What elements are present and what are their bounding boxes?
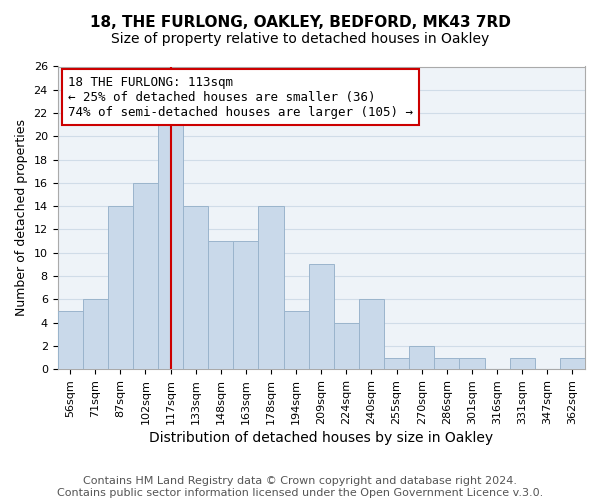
Bar bbox=[509, 358, 535, 369]
Bar bbox=[359, 300, 384, 369]
Bar bbox=[83, 300, 108, 369]
Bar bbox=[434, 358, 460, 369]
Text: Contains HM Land Registry data © Crown copyright and database right 2024.
Contai: Contains HM Land Registry data © Crown c… bbox=[57, 476, 543, 498]
Text: Size of property relative to detached houses in Oakley: Size of property relative to detached ho… bbox=[111, 32, 489, 46]
Bar bbox=[158, 124, 183, 369]
Bar bbox=[208, 241, 233, 369]
Bar bbox=[409, 346, 434, 369]
Bar bbox=[133, 183, 158, 369]
Bar bbox=[58, 311, 83, 369]
X-axis label: Distribution of detached houses by size in Oakley: Distribution of detached houses by size … bbox=[149, 431, 493, 445]
Bar bbox=[259, 206, 284, 369]
Bar bbox=[108, 206, 133, 369]
Text: 18 THE FURLONG: 113sqm
← 25% of detached houses are smaller (36)
74% of semi-det: 18 THE FURLONG: 113sqm ← 25% of detached… bbox=[68, 76, 413, 118]
Text: 18, THE FURLONG, OAKLEY, BEDFORD, MK43 7RD: 18, THE FURLONG, OAKLEY, BEDFORD, MK43 7… bbox=[89, 15, 511, 30]
Bar bbox=[183, 206, 208, 369]
Bar bbox=[334, 322, 359, 369]
Y-axis label: Number of detached properties: Number of detached properties bbox=[15, 120, 28, 316]
Bar bbox=[309, 264, 334, 369]
Bar bbox=[284, 311, 309, 369]
Bar bbox=[233, 241, 259, 369]
Bar bbox=[460, 358, 485, 369]
Bar bbox=[384, 358, 409, 369]
Bar bbox=[560, 358, 585, 369]
